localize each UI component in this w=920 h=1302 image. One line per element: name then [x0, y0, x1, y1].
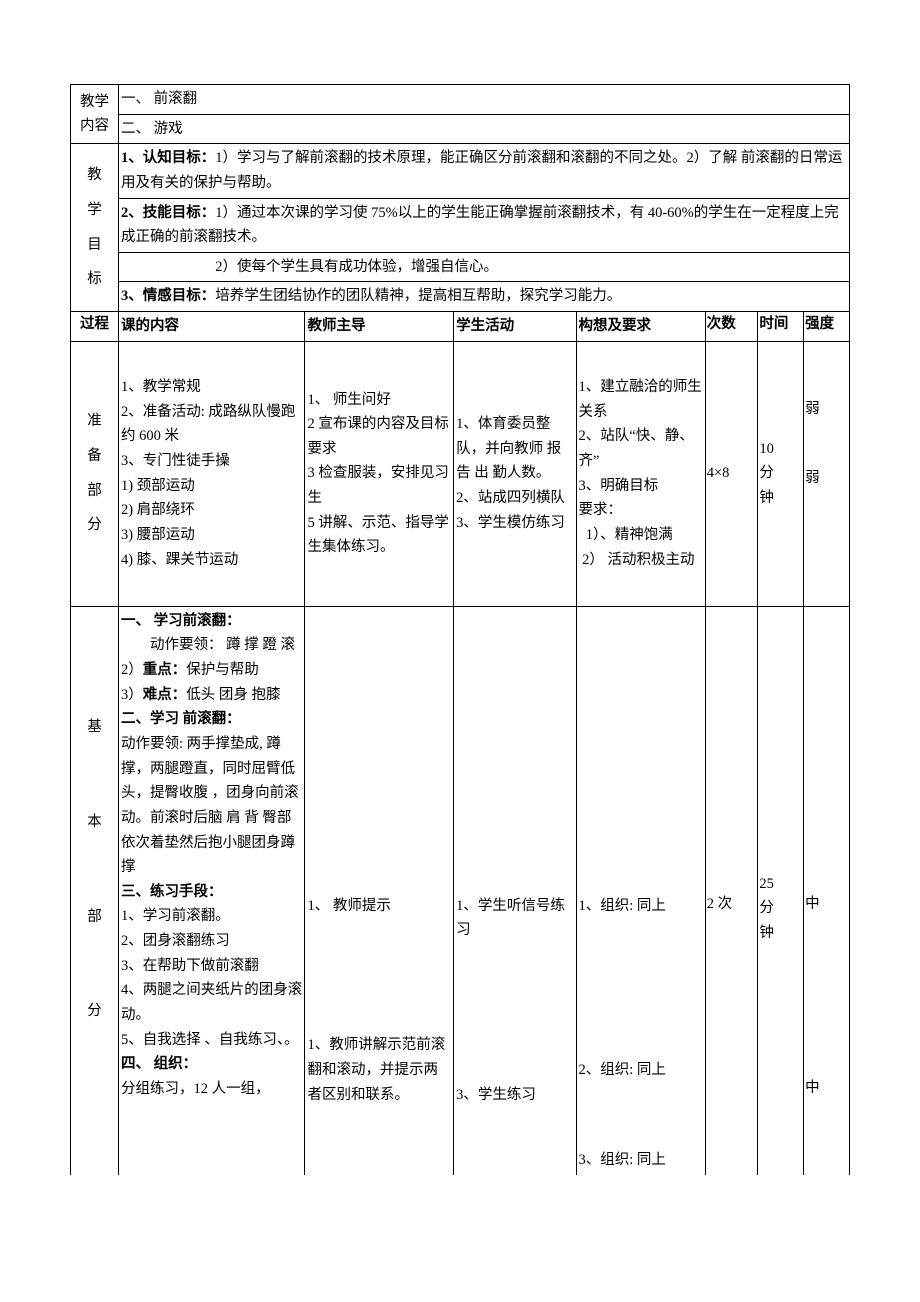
- label-prep: 准 备 部 分: [71, 341, 119, 606]
- basic-a1: 动作要领： 蹲 撑 蹬 滚: [121, 633, 295, 658]
- basic-c3b: 1、教师讲解示范前滚翻和滚动，并提示两者区别和联系。: [307, 1033, 451, 1107]
- label-teaching-content: 教学内容: [71, 85, 119, 144]
- prep-col3: 1、 师生问好 2 宣布课的内容及目标要求 3 检查服装，安排见习生 5 讲解、…: [305, 341, 454, 606]
- content-line2: 二、 游戏: [119, 114, 850, 144]
- basic-c5a: 1、组织: 同上: [579, 894, 703, 919]
- basic-char: 部: [73, 905, 116, 930]
- basic-a3: 难点：: [143, 687, 187, 703]
- basic-col2: 一、 学习前滚翻： 动作要领： 蹲 撑 蹬 滚 2）重点：保护与帮助 3）难点：…: [119, 606, 305, 1174]
- hdr-intensity: 强度: [804, 312, 850, 342]
- basic-c5b: 2、组织: 同上: [579, 1058, 703, 1083]
- basic-char: 本: [73, 810, 116, 835]
- skill-label: 2、技能目标：: [121, 205, 215, 221]
- basic-a2: 重点：: [143, 662, 187, 678]
- basic-sec-c: 三、练习手段：: [121, 884, 223, 900]
- goal-skill2: 2、技能目标：2）使每个学生具有成功体验，增强自信心。: [119, 252, 850, 282]
- hdr-req: 构想及要求: [576, 312, 705, 342]
- basic-sec-d: 四、 组织：: [121, 1056, 197, 1072]
- prep-char: 分: [73, 513, 116, 538]
- prep-char: 备: [73, 444, 116, 469]
- basic-d1: 分组练习，12 人一组，: [121, 1081, 270, 1097]
- goal-label-text: 教: [73, 163, 116, 188]
- goal-label-text: 标: [73, 267, 116, 292]
- hdr-content: 课的内容: [119, 312, 305, 342]
- prep-col6: 4×8: [705, 341, 758, 606]
- basic-c7: 25分钟: [759, 872, 802, 946]
- emotion-text: 培养学生团结协作的团队精神，提高相互帮助，探究学习能力。: [215, 288, 621, 304]
- goal-label-text: 学: [73, 198, 116, 223]
- basic-col6: 2 次: [705, 606, 758, 1174]
- prep-col7: 10分钟: [758, 341, 804, 606]
- teaching-content-label-text: 教学内容: [80, 94, 109, 135]
- hdr-student: 学生活动: [454, 312, 576, 342]
- prep-col2: 1、教学常规 2、准备活动: 成路纵队慢跑约 600 米 3、专门性徒手操 1)…: [119, 341, 305, 606]
- basic-c8b: 中: [805, 1076, 848, 1101]
- basic-c4a: 1、学生听信号练习: [456, 894, 573, 943]
- goal-emotion: 3、情感目标：培养学生团结协作的团队精神，提高相互帮助，探究学习能力。: [119, 282, 850, 312]
- label-teaching-goal: 教 学 目 标: [71, 144, 119, 312]
- basic-char: 基: [73, 715, 116, 740]
- content-line1: 一、 前滚翻: [119, 85, 850, 115]
- skill-text2: 2）使每个学生具有成功体验，增强自信心。: [215, 259, 498, 275]
- basic-col7: 25分钟: [758, 606, 804, 1174]
- basic-c5c: 3、组织: 同上: [579, 1148, 703, 1173]
- prep-int-1: 弱: [805, 397, 848, 422]
- basic-col8: 中 中: [804, 606, 850, 1174]
- lesson-plan-table: 教学内容 一、 前滚翻 二、 游戏 教 学 目 标 1、认知目标：1）学习与了解…: [70, 84, 850, 1175]
- basic-col3: 1、 教师提示 1、教师讲解示范前滚翻和滚动，并提示两者区别和联系。: [305, 606, 454, 1174]
- goal-label-text: 目: [73, 233, 116, 258]
- prep-col5: 1、建立融洽的师生关系 2、站队“快、静、齐” 3、明确目标 要求： 1）、精神…: [576, 341, 705, 606]
- hdr-process: 过程: [71, 312, 119, 342]
- emotion-label: 3、情感目标：: [121, 288, 215, 304]
- cognitive-label: 1、认知目标：: [121, 150, 215, 166]
- basic-c8a: 中: [805, 892, 848, 917]
- goal-cognitive: 1、认知目标：1）学习与了解前滚翻的技术原理，能正确区分前滚翻和滚翻的不同之处。…: [119, 144, 850, 198]
- goal-skill: 2、技能目标：1）通过本次课的学习使 75%以上的学生能正确掌握前滚翻技术，有 …: [119, 198, 850, 252]
- prep-col8: 弱 弱: [804, 341, 850, 606]
- prep-char: 部: [73, 479, 116, 504]
- basic-col5: 1、组织: 同上 2、组织: 同上 3、组织: 同上: [576, 606, 705, 1174]
- hdr-times: 次数: [705, 312, 758, 342]
- hdr-teacher: 教师主导: [305, 312, 454, 342]
- basic-sec-a: 一、 学习前滚翻：: [121, 613, 241, 629]
- basic-col4: 1、学生听信号练习 3、学生练习: [454, 606, 576, 1174]
- basic-c6: 2 次: [707, 892, 757, 917]
- prep-col4: 1、体育委员整队，并向教师 报 告 出 勤人数。 2、站成四列横队 3、学生模仿…: [454, 341, 576, 606]
- basic-sec-b: 二、学习 前滚翻：: [121, 711, 241, 727]
- basic-c3a: 1、 教师提示: [307, 894, 451, 919]
- basic-char: 分: [73, 999, 116, 1024]
- basic-c4b: 3、学生练习: [456, 1083, 573, 1108]
- hdr-duration: 时间: [758, 312, 804, 342]
- basic-b1: 动作要领: 两手撑垫成, 蹲撑，两腿蹬直，同时屈臂低头，提臀收腹 ，团身向前滚动…: [121, 736, 299, 875]
- prep-char: 准: [73, 409, 116, 434]
- cognitive-text: 1）学习与了解前滚翻的技术原理，能正确区分前滚翻和滚翻的不同之处。2）了解 前滚…: [121, 150, 842, 191]
- label-basic: 基 本 部 分: [71, 606, 119, 1174]
- skill-text: 1）通过本次课的学习使 75%以上的学生能正确掌握前滚翻技术，有 40-60%的…: [121, 205, 839, 246]
- prep-int-2: 弱: [805, 466, 848, 491]
